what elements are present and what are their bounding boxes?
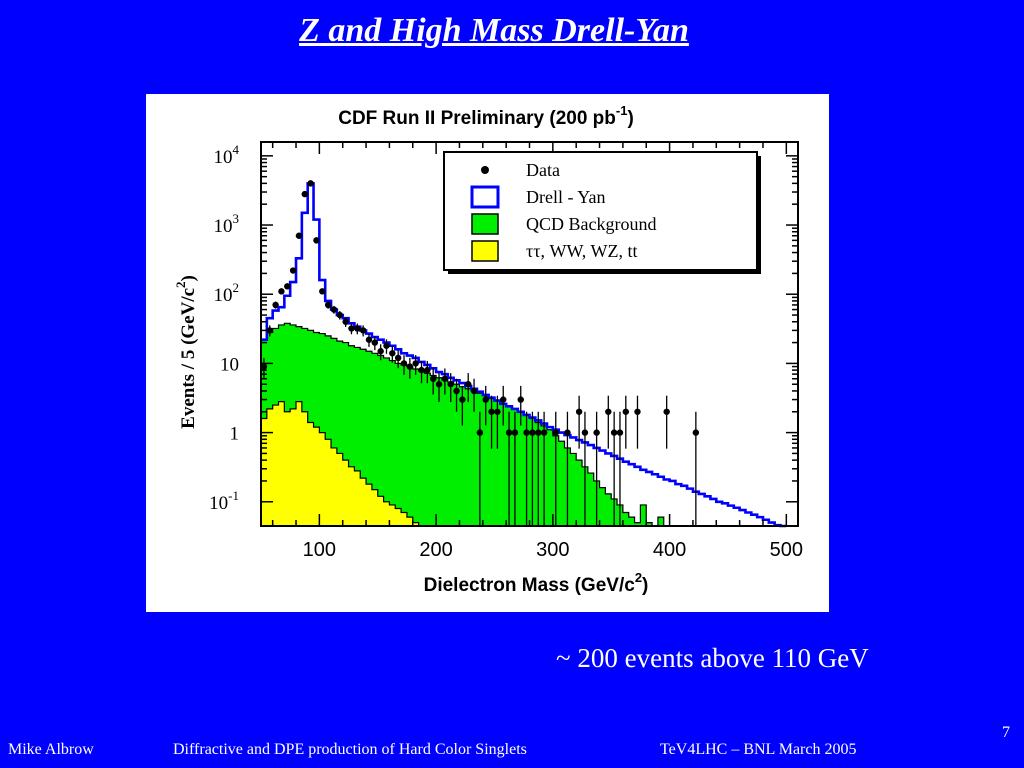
data-point	[529, 429, 536, 436]
data-point	[284, 283, 291, 290]
data-point	[535, 429, 542, 436]
data-point	[313, 237, 320, 244]
data-point	[389, 350, 396, 357]
data-point	[354, 325, 361, 332]
data-point	[622, 408, 630, 415]
data-point	[692, 429, 700, 436]
y-tick-label: 1	[230, 424, 240, 445]
data-point	[581, 429, 589, 436]
data-point	[429, 375, 437, 382]
footer-author: Mike Albrow	[8, 741, 94, 758]
data-point	[371, 339, 379, 346]
data-point	[400, 360, 408, 367]
data-point	[552, 429, 559, 436]
x-tick-label: 400	[653, 539, 686, 561]
legend-label: ττ, WW, WZ, tt	[526, 241, 637, 261]
x-tick-label: 300	[536, 539, 569, 561]
y-tick-label: 104	[214, 142, 240, 168]
data-point	[272, 301, 279, 309]
data-point	[459, 396, 466, 403]
legend-swatch	[471, 240, 499, 262]
data-point	[465, 381, 472, 388]
data-point	[500, 396, 507, 403]
y-tick-label: 103	[214, 211, 240, 237]
data-point	[330, 306, 338, 313]
data-point	[453, 387, 460, 395]
data-point	[447, 381, 454, 388]
x-tick-label: 100	[303, 539, 336, 561]
data-point	[324, 301, 332, 309]
data-point	[476, 429, 484, 436]
ewk-background-histogram	[260, 401, 420, 527]
legend-label: QCD Background	[526, 214, 656, 234]
data-point	[365, 336, 373, 343]
data-point	[540, 429, 548, 436]
data-point	[488, 408, 495, 415]
data-point	[424, 366, 431, 374]
histogram-chart: CDF Run II Preliminary (200 pb-1) 100 200…	[173, 103, 803, 596]
legend-swatch	[470, 185, 500, 209]
data-point	[441, 375, 449, 382]
legend-label: Drell - Yan	[526, 187, 606, 207]
y-tick-label: 10-1	[209, 488, 239, 514]
footer-event: TeV4LHC – BNL March 2005	[660, 741, 857, 758]
y-axis-label: Events / 5 (GeV/c2)	[173, 275, 199, 429]
x-tick-label: 200	[419, 539, 452, 561]
data-point	[295, 232, 303, 239]
data-point	[511, 429, 519, 436]
data-point	[336, 311, 343, 319]
y-tick-label: 102	[214, 280, 240, 306]
data-point	[377, 348, 384, 355]
data-point	[610, 429, 618, 436]
legend-swatch	[471, 213, 499, 235]
data-point	[575, 408, 583, 415]
chart-title: CDF Run II Preliminary (200 pb-1)	[338, 103, 634, 129]
data-point	[418, 366, 425, 374]
slide-title: Z and High Mass Drell-Yan	[299, 12, 689, 49]
chart-panel: CDF Run II Preliminary (200 pb-1) 100 200…	[146, 94, 829, 612]
data-point	[663, 408, 670, 415]
data-point	[307, 180, 314, 187]
data-point	[266, 327, 273, 334]
data-point	[482, 396, 489, 403]
data-point	[289, 267, 297, 274]
data-point	[301, 190, 308, 198]
x-axis-label: Dielectron Mass (GeV/c2)	[424, 570, 649, 596]
x-tick-label: 500	[770, 539, 803, 561]
page-number: 7	[1002, 724, 1010, 741]
data-point	[616, 429, 624, 436]
data-point	[412, 360, 419, 367]
data-point	[523, 429, 530, 436]
caption-text: ~ 200 events above 110 GeV	[556, 643, 869, 673]
legend-label: Data	[526, 160, 560, 180]
footer-talk-title: Diffractive and DPE production of Hard C…	[173, 741, 527, 758]
data-point	[348, 325, 355, 332]
data-point	[605, 408, 612, 415]
data-point	[517, 396, 524, 403]
data-point	[505, 429, 513, 436]
chart-legend: Data Drell - Yan QCD Background ττ, WW, WZ,…	[443, 151, 761, 274]
data-point	[342, 318, 349, 325]
data-point	[319, 288, 326, 295]
data-point	[394, 354, 402, 362]
data-point	[634, 408, 641, 415]
data-point	[494, 408, 501, 415]
data-point	[406, 363, 414, 370]
data-point	[278, 288, 285, 295]
y-tick-label: 10	[220, 354, 239, 375]
data-point	[564, 429, 571, 436]
data-point	[435, 381, 443, 388]
data-point	[593, 429, 600, 436]
data-point	[470, 387, 478, 395]
data-point	[359, 327, 367, 334]
legend-data-marker	[481, 166, 489, 174]
data-point	[383, 342, 390, 349]
